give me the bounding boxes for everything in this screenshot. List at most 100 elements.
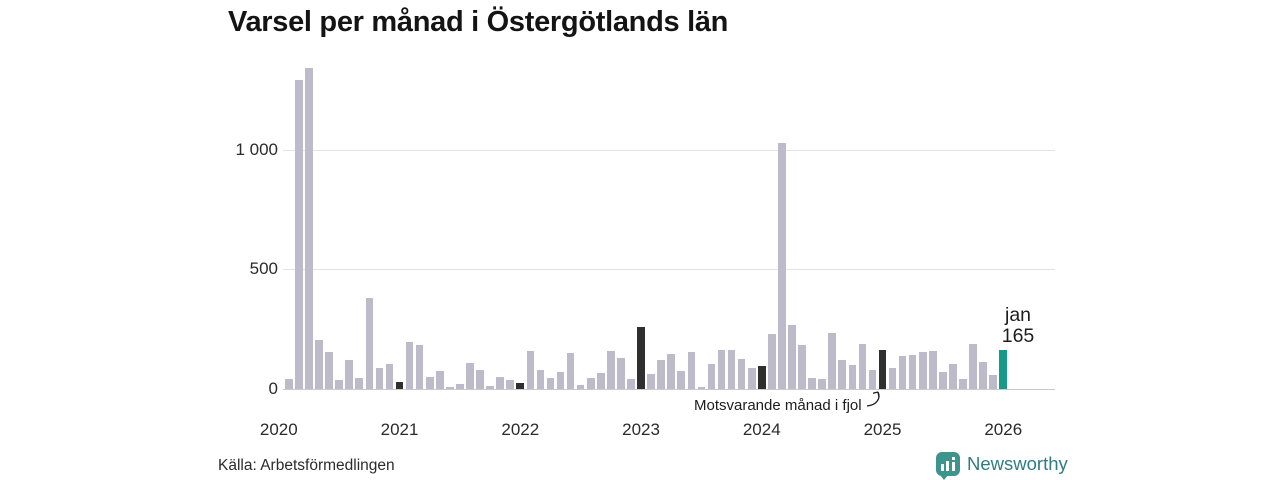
bar-2021-01 bbox=[395, 381, 404, 389]
bar-2023-09 bbox=[717, 350, 726, 389]
logo-dot-icon bbox=[951, 457, 955, 460]
bar-2020-11 bbox=[375, 368, 384, 389]
bar-2020-03 bbox=[295, 79, 303, 389]
bar-2025-11 bbox=[979, 361, 987, 389]
bar-2023-08 bbox=[707, 363, 716, 389]
bar-2023-11 bbox=[737, 359, 746, 389]
x-axis-tick-label-2024: 2024 bbox=[742, 420, 781, 439]
bar-2024-07 bbox=[818, 378, 826, 389]
x-axis-tick-label-2025: 2025 bbox=[863, 420, 902, 439]
bar-2023-04 bbox=[667, 353, 675, 389]
y-axis-tick-label: 0 bbox=[268, 378, 278, 398]
logo-bar-icon bbox=[951, 462, 955, 471]
bar-2024-10 bbox=[848, 364, 857, 389]
x-axis-tick-label-2026: 2026 bbox=[984, 420, 1023, 439]
logo-bar-icon bbox=[946, 461, 950, 471]
bar-2024-03 bbox=[778, 143, 786, 389]
bar-2024-06 bbox=[808, 377, 816, 389]
bar-2021-02 bbox=[405, 342, 414, 389]
x-axis-tick-label-2022: 2022 bbox=[501, 420, 540, 439]
bar-2021-03 bbox=[415, 344, 424, 389]
bar-2021-05 bbox=[435, 371, 444, 389]
bar-2024-01 bbox=[757, 366, 766, 389]
bar-2024-09 bbox=[838, 359, 847, 389]
bar-2022-02 bbox=[526, 350, 535, 389]
bar-2025-12 bbox=[989, 375, 997, 389]
current-month-name: jan bbox=[1004, 304, 1032, 326]
newsworthy-wordmark: Newsworthy bbox=[967, 453, 1068, 474]
bar-2022-03 bbox=[536, 369, 545, 389]
bar-2020-05 bbox=[315, 340, 323, 389]
chart-title: Varsel per månad i Östergötlands län bbox=[228, 6, 729, 38]
x-axis-tick-label-2021: 2021 bbox=[380, 420, 419, 439]
current-month-value: 165 bbox=[1001, 325, 1035, 347]
bar-2025-07 bbox=[939, 372, 947, 389]
bar-2020-06 bbox=[325, 352, 333, 389]
bar-2021-10 bbox=[486, 386, 494, 389]
bar-2020-08 bbox=[345, 359, 354, 389]
bar-2024-08 bbox=[828, 332, 836, 389]
bar-2025-02 bbox=[888, 368, 897, 389]
bar-2024-11 bbox=[858, 343, 867, 389]
newsworthy-logo-icon bbox=[936, 452, 960, 480]
bar-2022-12 bbox=[627, 378, 635, 389]
x-axis-tick-label-2020: 2020 bbox=[259, 420, 298, 439]
bar-2023-10 bbox=[727, 349, 736, 389]
bar-2025-09 bbox=[959, 378, 967, 389]
bar-2021-12 bbox=[506, 379, 515, 389]
bar-2024-02 bbox=[768, 334, 776, 389]
bar-2025-03 bbox=[898, 355, 907, 389]
bar-2023-03 bbox=[657, 360, 665, 389]
bar-2023-12 bbox=[747, 367, 756, 389]
bar-2020-02 bbox=[285, 379, 293, 389]
bar-2026-01 bbox=[999, 349, 1008, 389]
bar-2023-05 bbox=[677, 371, 686, 389]
bar-2020-10 bbox=[365, 298, 374, 389]
bar-2020-07 bbox=[335, 380, 343, 389]
y-axis-tick-label: 1 000 bbox=[235, 140, 278, 159]
logo-bar-icon bbox=[940, 464, 944, 471]
annotation-arrow-icon bbox=[866, 391, 880, 407]
gridline-y-1000 bbox=[283, 150, 1055, 151]
bar-2022-05 bbox=[556, 372, 565, 389]
bar-2025-06 bbox=[929, 350, 937, 389]
bar-2025-05 bbox=[918, 352, 927, 389]
current-month-value-label: jan 165 bbox=[995, 305, 1041, 347]
bar-2023-02 bbox=[647, 373, 655, 389]
bar-2020-12 bbox=[385, 363, 394, 389]
gridline-y-0 bbox=[283, 388, 1055, 390]
bar-2021-04 bbox=[425, 377, 434, 389]
gridline-y-500 bbox=[283, 269, 1055, 271]
bar-2022-07 bbox=[576, 385, 585, 389]
bar-2025-01 bbox=[878, 350, 887, 389]
bar-2024-04 bbox=[788, 325, 796, 389]
bar-2023-07 bbox=[697, 387, 706, 389]
fjol-annotation-text: Motsvarande månad i fjol bbox=[694, 397, 862, 414]
bar-2022-01 bbox=[516, 383, 525, 389]
bar-2021-09 bbox=[476, 369, 484, 389]
bar-2024-12 bbox=[868, 370, 877, 389]
bar-2025-08 bbox=[949, 364, 957, 389]
bar-2020-09 bbox=[355, 378, 364, 389]
x-axis-tick-label-2023: 2023 bbox=[622, 420, 660, 439]
bar-2022-11 bbox=[617, 357, 625, 389]
bar-2021-11 bbox=[496, 377, 504, 389]
bar-2022-09 bbox=[596, 373, 605, 389]
bar-2021-06 bbox=[446, 387, 454, 389]
bar-2022-06 bbox=[566, 352, 575, 389]
bar-2022-04 bbox=[546, 377, 555, 389]
bar-2024-05 bbox=[798, 344, 806, 389]
source-caption: Källa: Arbetsförmedlingen bbox=[218, 457, 395, 474]
y-axis-tick-label: 500 bbox=[249, 259, 278, 279]
bar-2022-08 bbox=[586, 377, 595, 389]
bar-2020-04 bbox=[305, 67, 313, 389]
bar-2021-07 bbox=[456, 383, 464, 389]
bar-2023-01 bbox=[637, 327, 645, 389]
bar-2025-10 bbox=[969, 343, 977, 389]
bar-2021-08 bbox=[466, 362, 474, 389]
newsworthy-branding: Newsworthy bbox=[936, 452, 1068, 480]
bar-2022-10 bbox=[607, 351, 615, 389]
bar-2023-06 bbox=[687, 352, 696, 389]
bar-2025-04 bbox=[908, 354, 917, 389]
